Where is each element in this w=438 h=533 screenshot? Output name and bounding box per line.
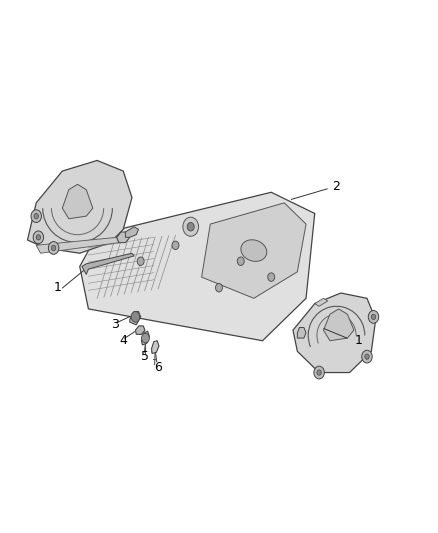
Polygon shape [152,341,159,353]
Text: 4: 4 [119,334,127,347]
Circle shape [187,222,194,231]
Circle shape [48,241,59,254]
Circle shape [34,214,39,219]
Circle shape [31,210,42,222]
Polygon shape [125,227,138,237]
Text: 1: 1 [354,334,362,347]
Circle shape [183,217,198,236]
Circle shape [51,245,56,251]
Polygon shape [130,312,141,325]
Text: 6: 6 [154,361,162,374]
Circle shape [33,231,44,244]
Circle shape [172,241,179,249]
Text: 3: 3 [111,318,119,332]
Polygon shape [135,326,145,334]
Polygon shape [117,232,130,243]
Polygon shape [297,327,306,338]
Circle shape [137,257,144,265]
Circle shape [368,311,379,323]
Polygon shape [36,237,119,253]
Polygon shape [62,184,93,219]
Ellipse shape [241,240,267,261]
Circle shape [141,333,149,343]
Text: 5: 5 [141,350,149,363]
Text: 2: 2 [332,181,340,193]
Circle shape [365,354,369,359]
Polygon shape [323,309,354,341]
Circle shape [362,350,372,363]
Polygon shape [201,203,306,298]
Circle shape [36,235,41,240]
Polygon shape [80,192,315,341]
Text: 1: 1 [54,281,62,294]
Polygon shape [293,293,376,373]
Circle shape [371,314,376,319]
Circle shape [237,257,244,265]
Polygon shape [315,298,328,306]
Polygon shape [141,331,149,345]
Circle shape [215,284,223,292]
Circle shape [268,273,275,281]
Polygon shape [28,160,132,253]
Polygon shape [82,253,134,274]
Circle shape [314,366,324,379]
Circle shape [317,370,321,375]
Circle shape [131,312,140,322]
